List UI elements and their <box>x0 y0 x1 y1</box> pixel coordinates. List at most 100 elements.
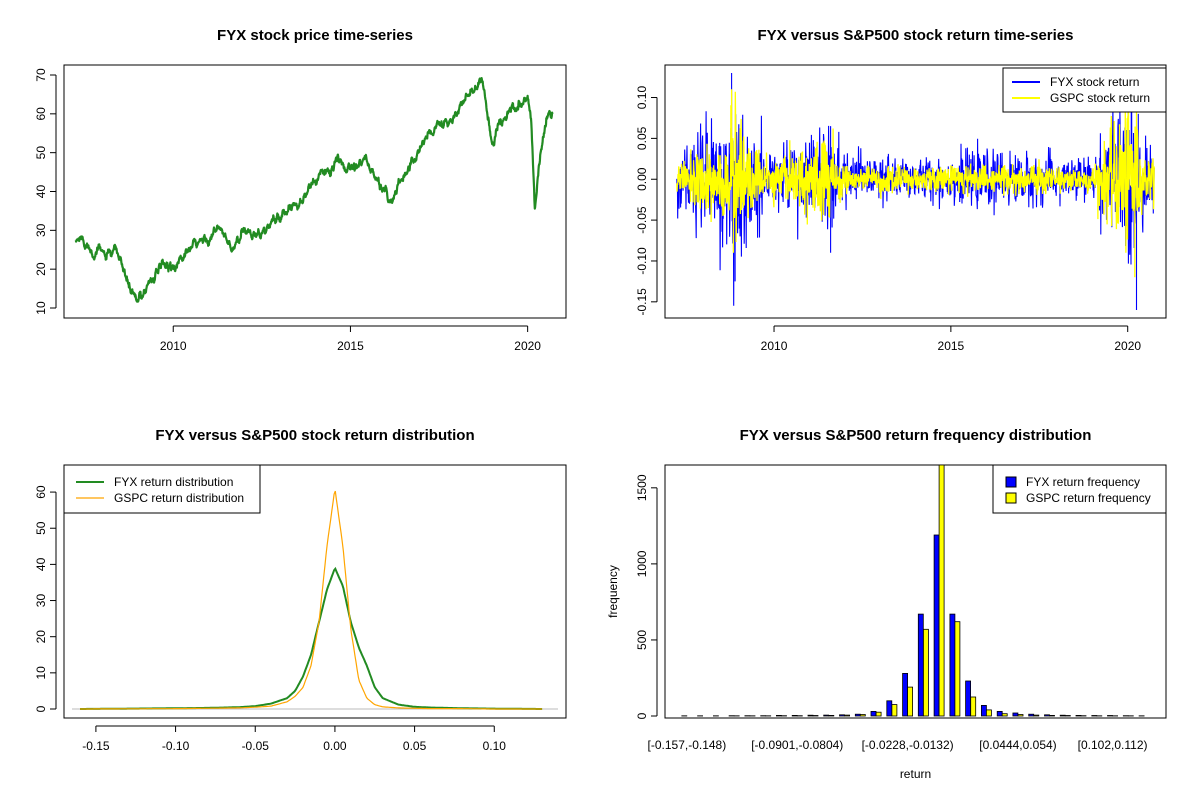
x-tick-label-2: 2010 <box>761 339 788 353</box>
y-tick-label-4: 0 <box>635 712 649 719</box>
legend-swatch-4-1 <box>1005 492 1017 504</box>
bar-gspc <box>986 709 992 717</box>
y-tick-label-1: 70 <box>34 68 48 82</box>
bar-fyx <box>823 714 830 717</box>
bar-gspc <box>923 628 929 717</box>
y-tick-label-1: 40 <box>34 185 48 199</box>
x-axis-title-4: return <box>900 767 931 781</box>
legend-box-3 <box>63 464 261 514</box>
bar-gspc <box>828 715 835 717</box>
legend-label-3-1: GSPC return distribution <box>114 491 244 505</box>
chart-title-1: FYX stock price time-series <box>217 27 413 44</box>
y-tick-label-3: 40 <box>34 557 48 571</box>
bar-gspc <box>875 711 882 717</box>
bar-gspc <box>938 464 945 717</box>
x-tick-label-3: 0.10 <box>483 739 507 753</box>
bar-fyx <box>854 713 861 717</box>
y-axis-title-4: frequency <box>606 565 620 618</box>
bar-fyx <box>933 534 940 717</box>
bar-fyx <box>1107 715 1113 717</box>
bar-gspc <box>891 704 898 717</box>
bar-gspc <box>907 686 913 717</box>
x-tick-label-3: -0.10 <box>162 739 190 753</box>
y-tick-label-1: 30 <box>34 223 48 237</box>
plot-frame-1 <box>63 64 567 319</box>
y-tick-label-1: 10 <box>34 301 48 315</box>
x-tick-label-3: -0.15 <box>82 739 110 753</box>
chart-title-4: FYX versus S&P500 return frequency distr… <box>740 427 1092 444</box>
bar-fyx <box>1028 713 1035 717</box>
x-tick-label-4: [-0.157,-0.148) <box>648 738 727 752</box>
density-line-fyx <box>80 566 543 710</box>
bar-gspc <box>859 714 866 717</box>
y-tick-label-4: 1500 <box>635 474 649 501</box>
bar-fyx <box>949 613 956 717</box>
x-tick-label-3: 0.05 <box>403 739 427 753</box>
legend-label-4-1: GSPC return frequency <box>1026 491 1151 505</box>
legend-box-4 <box>992 464 1167 514</box>
legend-4: FYX return frequency GSPC return frequenc… <box>992 464 1167 514</box>
bar-gspc <box>1049 715 1055 717</box>
legend-swatch-4-0 <box>1005 476 1017 488</box>
bar-fyx <box>839 714 845 717</box>
bar-fyx <box>902 673 908 717</box>
bar-fyx <box>917 613 924 717</box>
y-tick-label-1: 20 <box>34 262 48 276</box>
legend-label-1: GSPC stock return <box>1050 91 1150 105</box>
y-tick-label-3: 30 <box>34 594 48 608</box>
bar-fyx <box>1091 715 1098 717</box>
y-tick-label-3: 0 <box>34 705 48 712</box>
bar-gspc <box>954 621 961 717</box>
return-series-gspc <box>676 72 1155 278</box>
bar-fyx <box>965 680 971 717</box>
bar-fyx <box>776 715 782 717</box>
y-tick-label-1: 60 <box>34 107 48 121</box>
plot-frame-3 <box>63 464 567 719</box>
x-tick-label-4: [0.0444,0.054) <box>979 738 1056 752</box>
legend-label-0: FYX stock return <box>1050 75 1139 89</box>
x-tick-label-2: 2020 <box>1114 339 1141 353</box>
chart-title-3: FYX versus S&P500 stock return distribut… <box>155 427 474 444</box>
bar-fyx <box>1059 714 1066 717</box>
y-tick-label-2: -0.10 <box>635 247 649 275</box>
x-tick-label-1: 2010 <box>160 339 187 353</box>
y-tick-label-4: 500 <box>635 630 649 650</box>
bar-fyx <box>1044 714 1050 717</box>
bar-gspc <box>1017 714 1024 717</box>
plot-frame-4 <box>664 464 1167 719</box>
x-tick-label-2: 2015 <box>938 339 965 353</box>
bar-gspc <box>1001 713 1008 717</box>
legend-label-4-0: FYX return frequency <box>1026 475 1140 489</box>
legend-3: FYX return distribution GSPC return distr… <box>63 464 261 514</box>
y-tick-label-2: -0.05 <box>635 206 649 234</box>
x-tick-label-3: -0.05 <box>242 739 270 753</box>
bar-fyx <box>1012 712 1019 717</box>
bar-fyx <box>870 711 877 717</box>
y-tick-label-1: 50 <box>34 146 48 160</box>
x-tick-label-3: 0.00 <box>323 739 347 753</box>
x-tick-label-1: 2020 <box>514 339 541 353</box>
y-tick-label-4: 1000 <box>635 550 649 577</box>
x-tick-label-4: [0.102,0.112) <box>1078 738 1148 752</box>
bar-fyx <box>807 714 814 717</box>
y-tick-label-3: 50 <box>34 521 48 535</box>
bar-fyx <box>886 700 893 717</box>
density-line-gspc <box>80 490 543 710</box>
chart-title-2: FYX versus S&P500 stock return time-seri… <box>758 27 1074 44</box>
y-tick-label-2: 0.05 <box>635 126 649 150</box>
bar-fyx <box>1075 715 1082 717</box>
x-tick-label-1: 2015 <box>337 339 364 353</box>
bar-gspc <box>844 714 850 717</box>
bar-fyx <box>996 711 1003 717</box>
legend-2: FYX stock return GSPC stock return <box>1002 67 1167 113</box>
y-tick-label-2: 0.10 <box>635 86 649 110</box>
legend-box-2 <box>1002 67 1167 113</box>
y-tick-label-3: 60 <box>34 485 48 499</box>
y-tick-label-2: 0.00 <box>635 167 649 191</box>
y-tick-label-3: 10 <box>34 666 48 680</box>
legend-label-3-0: FYX return distribution <box>114 475 233 489</box>
y-tick-label-3: 20 <box>34 630 48 644</box>
plot-frame-2 <box>664 64 1167 319</box>
x-tick-label-4: [-0.0228,-0.0132) <box>862 738 954 752</box>
